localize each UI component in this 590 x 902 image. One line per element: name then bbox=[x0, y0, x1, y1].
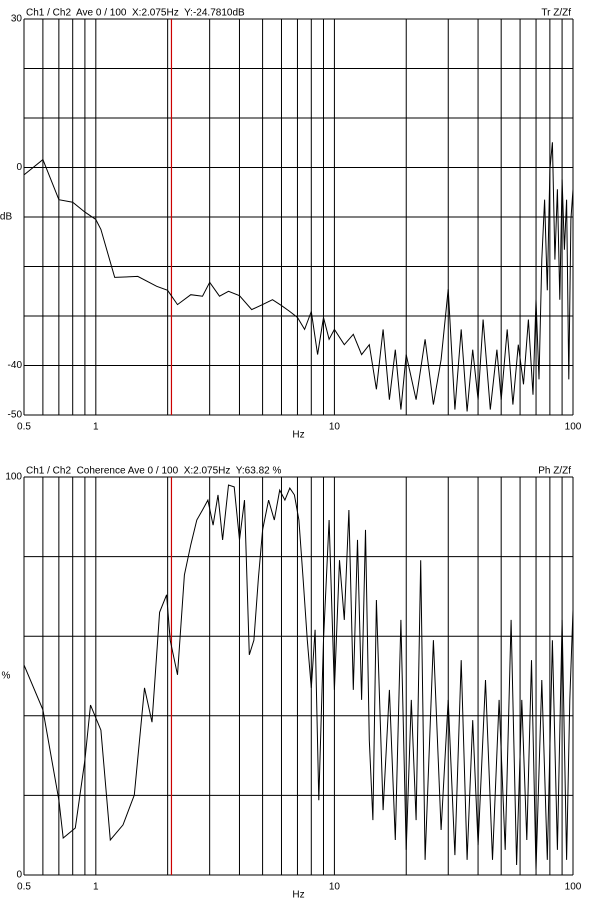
x-tick-label: 0.5 bbox=[17, 422, 31, 433]
y-tick-label: -50 bbox=[8, 410, 23, 421]
y-tick-label: 30 bbox=[11, 14, 23, 25]
x-tick-label: 100 bbox=[565, 882, 582, 893]
header-right: Ph Z/Zf bbox=[538, 466, 571, 477]
header-left: Ch1 / Ch2 Coherence Ave 0 / 100 X:2.075H… bbox=[26, 466, 281, 477]
x-axis-label: Hz bbox=[292, 430, 304, 441]
data-line bbox=[24, 142, 573, 412]
y-tick-label: 100 bbox=[5, 472, 22, 483]
x-axis-label: Hz bbox=[292, 890, 304, 901]
y-axis-label: dB bbox=[0, 212, 12, 223]
y-tick-label: -40 bbox=[8, 360, 23, 371]
y-axis-label: % bbox=[2, 671, 11, 682]
x-tick-label: 1 bbox=[93, 422, 99, 433]
header-right: Tr Z/Zf bbox=[541, 8, 571, 19]
x-tick-label: 100 bbox=[565, 422, 582, 433]
data-line bbox=[24, 484, 573, 870]
x-tick-label: 0.5 bbox=[17, 882, 31, 893]
header-left: Ch1 / Ch2 Ave 0 / 100 X:2.075Hz Y:-24.78… bbox=[26, 8, 245, 19]
y-tick-label: 0 bbox=[16, 870, 22, 881]
y-tick-label: 0 bbox=[16, 162, 22, 173]
x-tick-label: 10 bbox=[329, 422, 341, 433]
x-tick-label: 10 bbox=[329, 882, 341, 893]
x-tick-label: 1 bbox=[93, 882, 99, 893]
